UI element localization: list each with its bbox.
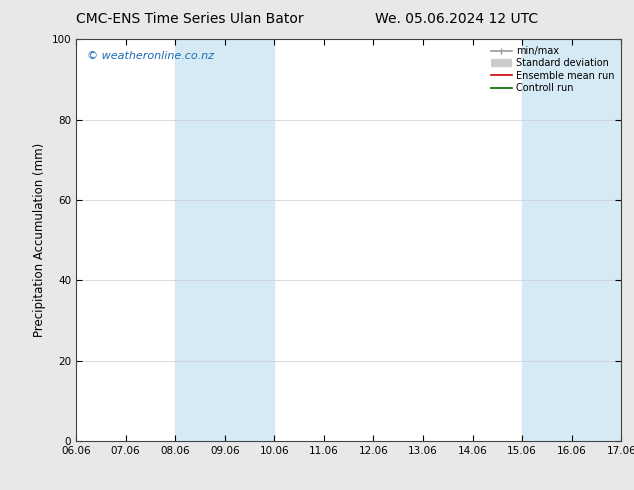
Text: © weatheronline.co.nz: © weatheronline.co.nz <box>87 51 214 61</box>
Bar <box>175 39 275 441</box>
Bar <box>522 39 621 441</box>
Legend: min/max, Standard deviation, Ensemble mean run, Controll run: min/max, Standard deviation, Ensemble me… <box>489 44 616 95</box>
Y-axis label: Precipitation Accumulation (mm): Precipitation Accumulation (mm) <box>33 143 46 337</box>
Text: CMC-ENS Time Series Ulan Bator: CMC-ENS Time Series Ulan Bator <box>76 12 304 26</box>
Text: We. 05.06.2024 12 UTC: We. 05.06.2024 12 UTC <box>375 12 538 26</box>
